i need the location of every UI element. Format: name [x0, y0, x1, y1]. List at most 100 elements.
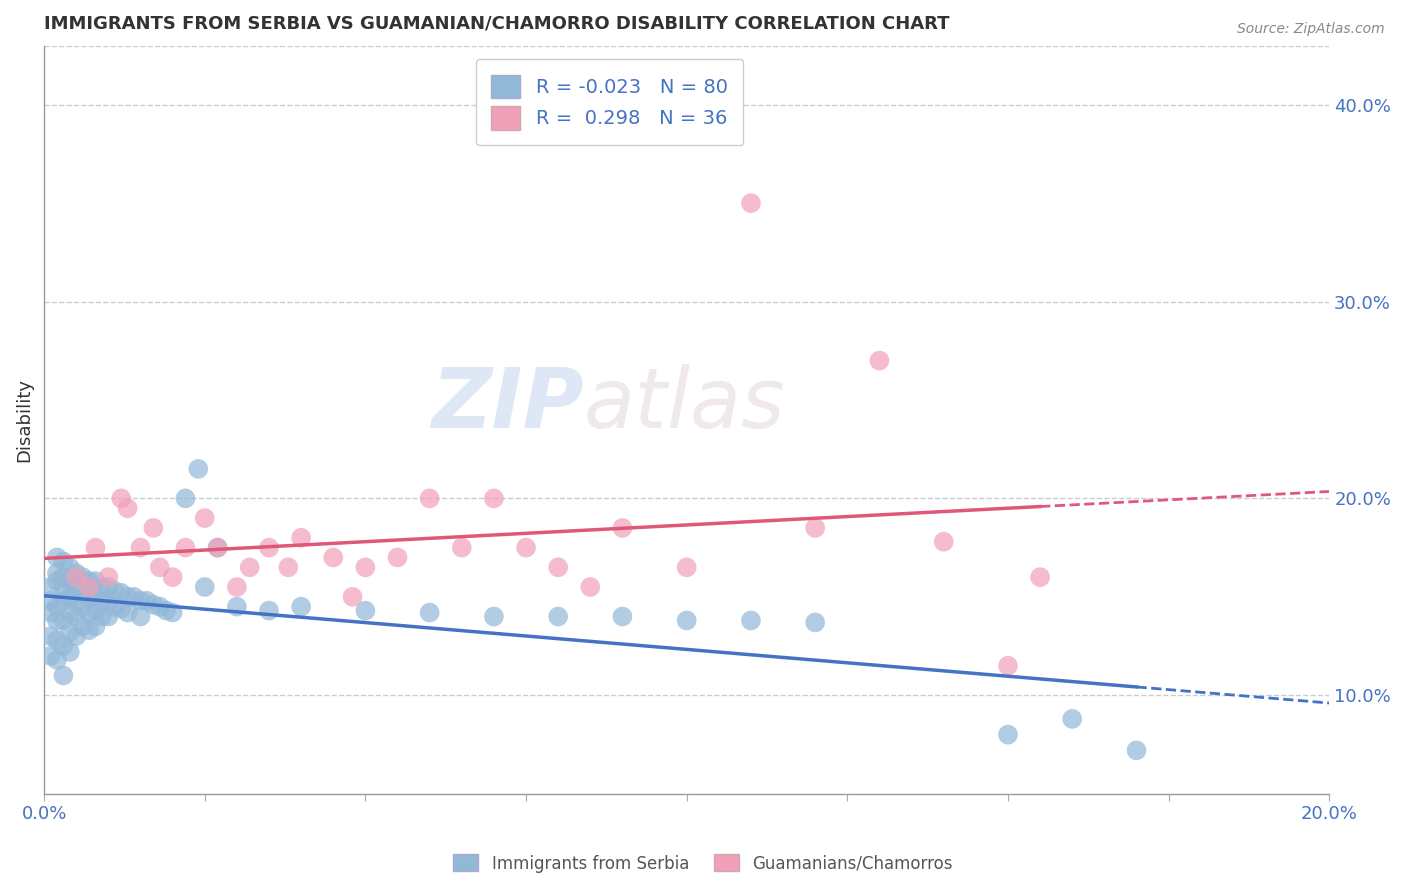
- Point: [419, 491, 441, 506]
- Point: [52, 639, 75, 653]
- Point: [52, 570, 75, 584]
- Point: [207, 541, 229, 555]
- Point: [39, 594, 62, 608]
- Point: [290, 599, 312, 614]
- Point: [419, 606, 441, 620]
- Point: [225, 580, 247, 594]
- Y-axis label: Disability: Disability: [15, 377, 32, 462]
- Point: [142, 521, 165, 535]
- Point: [207, 541, 229, 555]
- Point: [1029, 570, 1052, 584]
- Point: [450, 541, 472, 555]
- Point: [77, 590, 100, 604]
- Point: [65, 609, 87, 624]
- Point: [72, 570, 94, 584]
- Point: [612, 521, 634, 535]
- Legend: Immigrants from Serbia, Guamanians/Chamorros: Immigrants from Serbia, Guamanians/Chamo…: [447, 847, 959, 880]
- Point: [39, 580, 62, 594]
- Point: [97, 609, 120, 624]
- Point: [117, 606, 139, 620]
- Point: [72, 619, 94, 633]
- Point: [162, 606, 184, 620]
- Point: [59, 574, 82, 588]
- Point: [77, 574, 100, 588]
- Point: [997, 728, 1019, 742]
- Point: [194, 511, 217, 525]
- Point: [740, 614, 762, 628]
- Point: [110, 491, 132, 506]
- Point: [59, 645, 82, 659]
- Point: [804, 521, 827, 535]
- Point: [84, 604, 107, 618]
- Point: [59, 560, 82, 574]
- Point: [482, 609, 505, 624]
- Point: [46, 566, 69, 581]
- Point: [675, 560, 697, 574]
- Point: [257, 541, 280, 555]
- Point: [84, 619, 107, 633]
- Point: [117, 590, 139, 604]
- Text: atlas: atlas: [583, 364, 786, 445]
- Point: [84, 574, 107, 588]
- Text: Source: ZipAtlas.com: Source: ZipAtlas.com: [1237, 22, 1385, 37]
- Point: [290, 531, 312, 545]
- Point: [72, 586, 94, 600]
- Point: [869, 353, 891, 368]
- Point: [149, 599, 172, 614]
- Point: [675, 614, 697, 628]
- Point: [59, 606, 82, 620]
- Point: [52, 580, 75, 594]
- Point: [804, 615, 827, 630]
- Point: [97, 594, 120, 608]
- Point: [59, 625, 82, 640]
- Point: [162, 570, 184, 584]
- Point: [155, 604, 177, 618]
- Point: [97, 580, 120, 594]
- Point: [59, 590, 82, 604]
- Text: IMMIGRANTS FROM SERBIA VS GUAMANIAN/CHAMORRO DISABILITY CORRELATION CHART: IMMIGRANTS FROM SERBIA VS GUAMANIAN/CHAM…: [44, 15, 949, 33]
- Point: [342, 590, 364, 604]
- Point: [142, 598, 165, 612]
- Point: [129, 594, 152, 608]
- Point: [91, 580, 114, 594]
- Point: [39, 606, 62, 620]
- Point: [257, 604, 280, 618]
- Point: [547, 560, 569, 574]
- Point: [84, 541, 107, 555]
- Point: [110, 601, 132, 615]
- Point: [65, 629, 87, 643]
- Point: [1062, 712, 1084, 726]
- Point: [52, 594, 75, 608]
- Point: [46, 574, 69, 588]
- Point: [122, 590, 145, 604]
- Point: [46, 633, 69, 648]
- Point: [52, 668, 75, 682]
- Point: [91, 609, 114, 624]
- Point: [52, 554, 75, 568]
- Point: [354, 604, 377, 618]
- Point: [65, 580, 87, 594]
- Point: [740, 196, 762, 211]
- Point: [174, 541, 197, 555]
- Point: [135, 594, 157, 608]
- Point: [97, 570, 120, 584]
- Point: [997, 658, 1019, 673]
- Point: [110, 586, 132, 600]
- Point: [354, 560, 377, 574]
- Point: [322, 550, 344, 565]
- Point: [174, 491, 197, 506]
- Point: [65, 570, 87, 584]
- Point: [91, 594, 114, 608]
- Point: [104, 599, 127, 614]
- Point: [129, 541, 152, 555]
- Point: [239, 560, 262, 574]
- Point: [579, 580, 602, 594]
- Point: [39, 648, 62, 663]
- Point: [387, 550, 409, 565]
- Point: [39, 629, 62, 643]
- Point: [46, 653, 69, 667]
- Point: [547, 609, 569, 624]
- Point: [482, 491, 505, 506]
- Point: [1125, 743, 1147, 757]
- Text: ZIP: ZIP: [432, 364, 583, 445]
